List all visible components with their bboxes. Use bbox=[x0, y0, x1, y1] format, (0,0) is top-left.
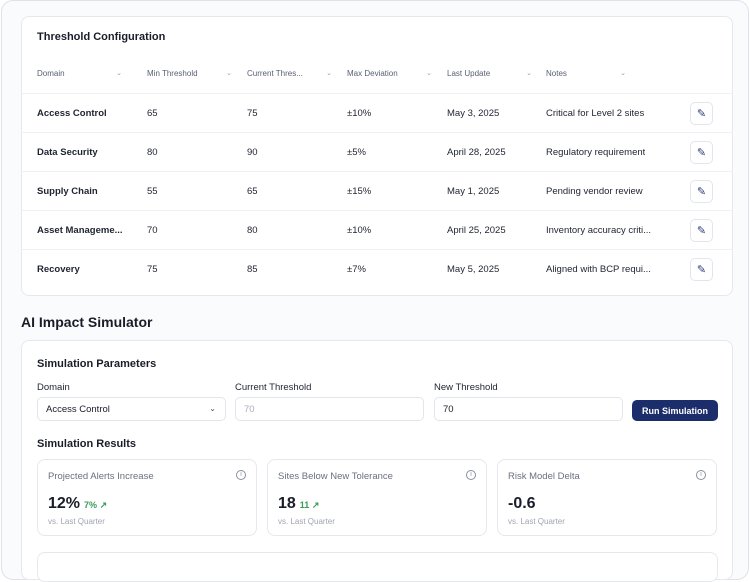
table-row: Supply Chain 55 65 ±15% May 1, 2025 Pending v… bbox=[21, 171, 733, 210]
cell-min: 80 bbox=[147, 147, 158, 158]
table-row: Asset Manageme... 70 80 ±10% April 25, 2025 I… bbox=[21, 210, 733, 249]
current-threshold-input[interactable]: 70 bbox=[235, 397, 424, 421]
column-header[interactable]: Min Threshold ⌄ bbox=[147, 69, 232, 78]
cell-min: 75 bbox=[147, 264, 158, 275]
column-header[interactable]: Last Update ⌄ bbox=[447, 69, 532, 78]
run-simulation-button[interactable]: Run Simulation bbox=[632, 400, 718, 421]
cell-current: 90 bbox=[247, 147, 258, 158]
cell-notes: Aligned with BCP requi... bbox=[546, 264, 651, 275]
kpi-title: Risk Model Delta bbox=[508, 471, 580, 482]
new-threshold-label: New Threshold bbox=[434, 382, 498, 393]
domain-select[interactable]: Access Control ⌄ bbox=[37, 397, 226, 421]
cell-domain: Access Control bbox=[37, 108, 107, 119]
domain-label: Domain bbox=[37, 382, 70, 393]
edit-button[interactable]: ✎ bbox=[690, 258, 713, 281]
chevron-down-icon: ⌄ bbox=[209, 404, 216, 413]
cell-updated: May 3, 2025 bbox=[447, 108, 500, 119]
kpi-delta: 7% ↗ bbox=[84, 500, 108, 510]
info-icon[interactable]: i bbox=[466, 470, 476, 480]
cell-dev: ±5% bbox=[347, 147, 366, 158]
cell-domain: Asset Manageme... bbox=[37, 225, 123, 236]
cell-dev: ±7% bbox=[347, 264, 366, 275]
table-row: Recovery 75 85 ±7% May 5, 2025 Aligned with B… bbox=[21, 249, 733, 288]
edit-button[interactable]: ✎ bbox=[690, 219, 713, 242]
column-header[interactable]: Max Deviation ⌄ bbox=[347, 69, 432, 78]
results-title: Simulation Results bbox=[37, 438, 137, 450]
current-threshold-label: Current Threshold bbox=[235, 382, 312, 393]
cell-domain: Recovery bbox=[37, 264, 80, 275]
trend-up-icon: ↗ bbox=[311, 500, 320, 510]
column-header[interactable]: Notes ⌄ bbox=[546, 69, 626, 78]
chevron-down-icon: ⌄ bbox=[426, 70, 432, 77]
cell-min: 70 bbox=[147, 225, 158, 236]
new-threshold-input[interactable]: 70 bbox=[434, 397, 623, 421]
cell-updated: May 5, 2025 bbox=[447, 264, 500, 275]
edit-icon: ✎ bbox=[696, 264, 707, 276]
edit-button[interactable]: ✎ bbox=[690, 180, 713, 203]
cell-current: 80 bbox=[247, 225, 258, 236]
table-row: Access Control 65 75 ±10% May 3, 2025 Critica… bbox=[21, 93, 733, 132]
kpi-subtitle: vs. Last Quarter bbox=[278, 517, 335, 526]
column-header[interactable]: Domain ⌄ bbox=[37, 69, 122, 78]
kpi-value: 12% bbox=[48, 495, 81, 512]
kpi-title: Projected Alerts Increase bbox=[48, 471, 154, 482]
edit-button[interactable]: ✎ bbox=[690, 102, 713, 125]
cell-current: 85 bbox=[247, 264, 258, 275]
kpi-subtitle: vs. Last Quarter bbox=[48, 517, 105, 526]
column-header[interactable]: Current Thres... ⌄ bbox=[247, 69, 332, 78]
results-chart-card bbox=[37, 552, 718, 582]
threshold-title: Threshold Configuration bbox=[37, 31, 166, 43]
kpi-card: Projected Alerts Increase i 12% 7% ↗ vs. … bbox=[37, 459, 257, 536]
edit-icon: ✎ bbox=[696, 147, 707, 159]
kpi-card: Risk Model Delta i -0.6 vs. Last Quarter bbox=[497, 459, 717, 536]
chevron-down-icon: ⌄ bbox=[620, 70, 626, 77]
kpi-subtitle: vs. Last Quarter bbox=[508, 517, 565, 526]
kpi-card: Sites Below New Tolerance i 18 11 ↗ vs. L… bbox=[267, 459, 487, 536]
chevron-down-icon: ⌄ bbox=[116, 70, 122, 77]
table-row: Data Security 80 90 ±5% April 28, 2025 Regula… bbox=[21, 132, 733, 171]
cell-dev: ±10% bbox=[347, 225, 372, 236]
kpi-delta: 11 ↗ bbox=[299, 500, 320, 510]
cell-dev: ±10% bbox=[347, 108, 372, 119]
cell-min: 55 bbox=[147, 186, 158, 197]
info-icon[interactable]: i bbox=[696, 470, 706, 480]
kpi-value: -0.6 bbox=[508, 495, 536, 512]
cell-updated: April 25, 2025 bbox=[447, 225, 506, 236]
cell-current: 65 bbox=[247, 186, 258, 197]
cell-current: 75 bbox=[247, 108, 258, 119]
cell-min: 65 bbox=[147, 108, 158, 119]
trend-up-icon: ↗ bbox=[99, 500, 108, 510]
cell-notes: Critical for Level 2 sites bbox=[546, 108, 645, 119]
cell-notes: Regulatory requirement bbox=[546, 147, 646, 158]
kpi-title: Sites Below New Tolerance bbox=[278, 471, 393, 482]
edit-icon: ✎ bbox=[696, 108, 707, 120]
cell-notes: Pending vendor review bbox=[546, 186, 643, 197]
domain-select-value: Access Control bbox=[46, 404, 110, 415]
kpi-value: 18 bbox=[278, 495, 296, 512]
edit-button[interactable]: ✎ bbox=[690, 141, 713, 164]
chevron-down-icon: ⌄ bbox=[526, 70, 532, 77]
cell-dev: ±15% bbox=[347, 186, 372, 197]
info-icon[interactable]: i bbox=[236, 470, 246, 480]
cell-domain: Data Security bbox=[37, 147, 98, 158]
cell-domain: Supply Chain bbox=[37, 186, 98, 197]
cell-notes: Inventory accuracy criti... bbox=[546, 225, 652, 236]
simulator-heading: AI Impact Simulator bbox=[21, 314, 153, 330]
cell-updated: May 1, 2025 bbox=[447, 186, 500, 197]
cell-updated: April 28, 2025 bbox=[447, 147, 506, 158]
edit-icon: ✎ bbox=[696, 225, 707, 237]
edit-icon: ✎ bbox=[696, 186, 707, 198]
chevron-down-icon: ⌄ bbox=[326, 70, 332, 77]
params-title: Simulation Parameters bbox=[37, 358, 157, 370]
chevron-down-icon: ⌄ bbox=[226, 70, 232, 77]
